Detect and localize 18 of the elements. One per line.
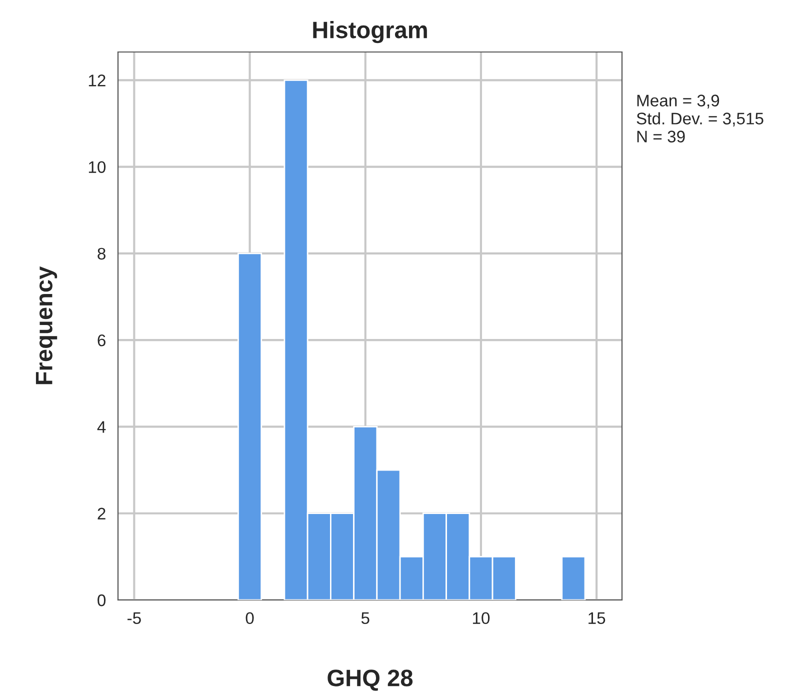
y-tick-label: 0 [98,594,106,606]
y-tick-label: 4 [97,421,106,433]
x-tick-label: 10 [472,612,490,624]
y-axis-title: Frequency [36,266,58,384]
text: Mean = 3,9 [637,94,720,108]
y-tick-label: 10 [88,161,106,173]
y-tick-label: 8 [98,248,106,260]
y-tick-label: 12 [88,74,106,86]
x-tick-label: -5 [128,612,141,624]
text: N = 39 [637,130,685,142]
y-tick-label: 2 [98,508,106,520]
x-axis-title: GHQ 28 [328,670,413,691]
x-tick-label: 15 [588,612,606,624]
x-tick-label: 5 [361,612,370,624]
chart-title: Histogram [313,21,427,44]
y-tick-label: 6 [98,334,106,346]
x-tick-label: 0 [246,612,254,624]
text: Std. Dev. = 3,515 [636,112,764,126]
